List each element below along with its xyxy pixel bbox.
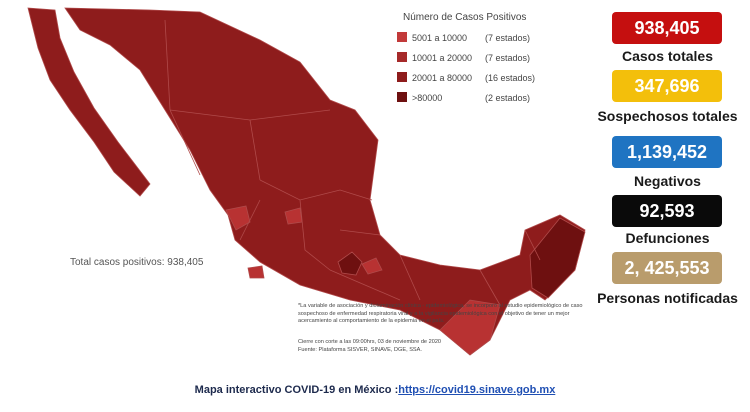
stat-label: Casos totales: [621, 48, 714, 64]
legend-count: (16 estados): [485, 73, 536, 83]
stat-value: 347,696: [612, 70, 722, 102]
border: [164, 19, 541, 306]
stat-value: 1,139,452: [612, 136, 722, 168]
state-dark: [337, 251, 363, 276]
map-shapes: [27, 7, 586, 356]
state-light: [247, 265, 265, 279]
state-light: [361, 257, 383, 275]
closing-date: Cierre con corte a las 09:00hrs, 03 de n…: [298, 339, 442, 345]
legend-range: 5001 a 10000: [412, 33, 468, 43]
stat-label: Sospechosos totales: [597, 108, 738, 124]
state-light: [439, 299, 501, 356]
footnote: *La variable de asociación y dictaminaci…: [298, 303, 583, 324]
baja-california: [27, 7, 151, 197]
state-dark: [529, 217, 586, 299]
legend-swatch: [397, 92, 407, 102]
closing: Cierre con corte a las 09:00hrs, 03 de n…: [298, 339, 441, 354]
footer-link[interactable]: https://covid19.sinave.gob.mx: [398, 384, 556, 396]
state-light: [225, 205, 251, 231]
legend-swatch: [397, 32, 407, 42]
stat-value: 2, 425,553: [612, 252, 722, 284]
map-total: Total casos positivos: 938,405: [70, 257, 204, 268]
legend-range: 20001 a 80000: [412, 73, 473, 83]
stat-label: Negativos: [634, 173, 701, 189]
legend-swatch: [397, 72, 407, 82]
legend-count: (7 estados): [485, 53, 531, 63]
legend-count: (2 estados): [485, 93, 531, 103]
footer: Mapa interactivo COVID-19 en México :htt…: [0, 384, 750, 396]
legend-range: >80000: [412, 93, 443, 103]
footer-text: Mapa interactivo COVID-19 en México :: [194, 384, 399, 396]
stat-label: Personas notificadas: [597, 290, 738, 306]
stat-value: 938,405: [612, 12, 722, 44]
stat-value: 92,593: [612, 195, 722, 227]
state-borders: [164, 19, 541, 306]
mainland: [64, 7, 586, 356]
legend-swatch: [397, 52, 407, 62]
map: [27, 7, 586, 356]
legend-title: Número de Casos Positivos: [403, 12, 527, 23]
source: Fuente: Plataforma SISVER, SINAVE, DGE, …: [298, 346, 422, 353]
legend-count: (7 estados): [485, 33, 531, 43]
stat-label: Defunciones: [625, 230, 710, 246]
legend-range: 10001 a 20000: [412, 53, 473, 63]
